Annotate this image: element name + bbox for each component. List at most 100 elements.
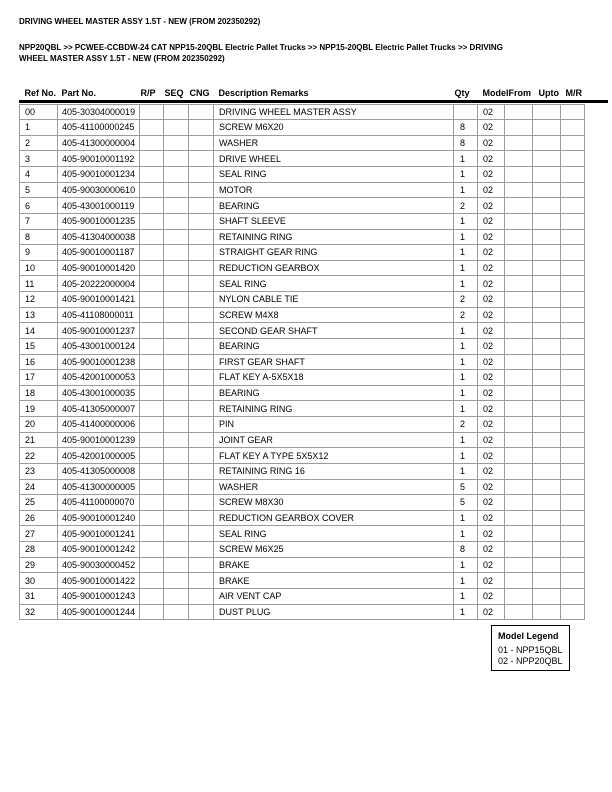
table-cell [139, 572, 164, 589]
table-cell: 30 [19, 572, 58, 589]
table-cell: 23 [19, 462, 58, 480]
table-cell [560, 603, 585, 621]
table-cell [188, 197, 214, 214]
table-cell [163, 166, 189, 183]
table-row: 24 405-41300000005 WASHER 5 02 [19, 478, 585, 496]
model-legend-items: 01 - NPP15QBL 02 - NPP20QBL [498, 645, 569, 667]
table-row: 13 405-41108000011 SCREW M4X8 2 02 [19, 306, 585, 324]
table-cell [560, 181, 585, 199]
table-cell: 2 [453, 291, 478, 308]
table-cell [560, 541, 585, 558]
table-cell [163, 322, 189, 339]
table-cell [504, 197, 533, 214]
table-cell [532, 384, 561, 402]
table-cell: REDUCTION GEARBOX [213, 259, 454, 277]
column-header: Part No. [61, 87, 97, 98]
table-cell [163, 447, 189, 464]
column-header: Model [482, 87, 509, 98]
table-cell: 28 [19, 541, 58, 558]
table-cell [532, 353, 561, 371]
table-cell: 02 [477, 478, 505, 496]
table-cell [504, 587, 533, 605]
table-cell [504, 572, 533, 589]
table-cell [560, 462, 585, 480]
table-cell: 1 [453, 212, 478, 230]
column-header: From [508, 87, 532, 98]
table-cell: 1 [453, 525, 478, 542]
table-cell: 5 [453, 494, 478, 511]
table-cell [139, 509, 164, 527]
table-cell: 02 [477, 416, 505, 433]
table-cell: 02 [477, 525, 505, 542]
table-cell [188, 322, 214, 339]
table-cell [139, 181, 164, 199]
table-cell [504, 103, 533, 121]
table-cell [560, 572, 585, 589]
table-row: 6 405-43001000119 BEARING 2 02 [19, 197, 585, 214]
breadcrumb: NPP20QBL >> PCWEE-CCBDW-24 CAT NPP15-20Q… [19, 43, 503, 63]
table-cell: 405-90010001420 [57, 259, 140, 277]
table-cell [532, 134, 561, 152]
table-cell: 02 [477, 103, 505, 121]
table-cell [188, 244, 214, 261]
table-cell: 405-90010001244 [57, 603, 140, 621]
table-cell [139, 603, 164, 621]
table-cell: BEARING [213, 337, 454, 355]
table-cell: FLAT KEY A TYPE 5X5X12 [213, 447, 454, 464]
table-cell [163, 337, 189, 355]
table-cell: 02 [477, 384, 505, 402]
table-cell [139, 275, 164, 292]
table-cell [560, 259, 585, 277]
table-row: 14 405-90010001237 SECOND GEAR SHAFT 1 02 [19, 322, 585, 339]
table-cell: 405-90010001242 [57, 541, 140, 558]
table-row: 00 405-30304000019 DRIVING WHEEL MASTER AS… [19, 103, 585, 121]
table-cell: RETAINING RING [213, 228, 454, 246]
table-cell [188, 166, 214, 183]
table-cell [163, 400, 189, 417]
table-cell [532, 572, 561, 589]
table-cell: BRAKE [213, 572, 454, 589]
table-cell: 1 [453, 166, 478, 183]
table-cell [188, 541, 214, 558]
table-cell: 405-43001000035 [57, 384, 140, 402]
table-cell [163, 494, 189, 511]
table-row: 19 405-41305000007 RETAINING RING 1 02 [19, 400, 585, 417]
table-cell: 02 [477, 556, 505, 574]
table-cell [560, 400, 585, 417]
table-cell [188, 103, 214, 121]
table-cell: 3 [19, 150, 58, 167]
column-header: Description Remarks [218, 87, 309, 98]
table-cell: 1 [453, 275, 478, 292]
table-cell [139, 587, 164, 605]
table-cell: 405-90010001239 [57, 431, 140, 449]
table-cell [139, 166, 164, 183]
column-header: M/R [565, 87, 583, 98]
table-cell: 21 [19, 431, 58, 449]
table-cell: 1 [453, 322, 478, 339]
table-cell [139, 525, 164, 542]
table-cell [188, 509, 214, 527]
table-cell [560, 384, 585, 402]
table-cell: 6 [19, 197, 58, 214]
table-row: 22 405-42001000005 FLAT KEY A TYPE 5X5X12 1… [19, 447, 585, 464]
table-cell: 22 [19, 447, 58, 464]
column-header: Ref No. [24, 87, 57, 98]
table-cell: 29 [19, 556, 58, 574]
table-cell: 16 [19, 353, 58, 371]
table-cell [560, 119, 585, 136]
table-cell [532, 150, 561, 167]
table-cell [163, 384, 189, 402]
table-cell: 405-42001000005 [57, 447, 140, 464]
table-cell [163, 119, 189, 136]
table-cell [560, 228, 585, 246]
table-cell: 24 [19, 478, 58, 496]
table-header-rule [19, 100, 608, 103]
table-cell: 11 [19, 275, 58, 292]
table-cell [532, 416, 561, 433]
table-cell [504, 400, 533, 417]
table-cell: DUST PLUG [213, 603, 454, 621]
table-cell [560, 275, 585, 292]
table-cell [453, 103, 478, 121]
table-cell [504, 166, 533, 183]
table-cell [504, 462, 533, 480]
